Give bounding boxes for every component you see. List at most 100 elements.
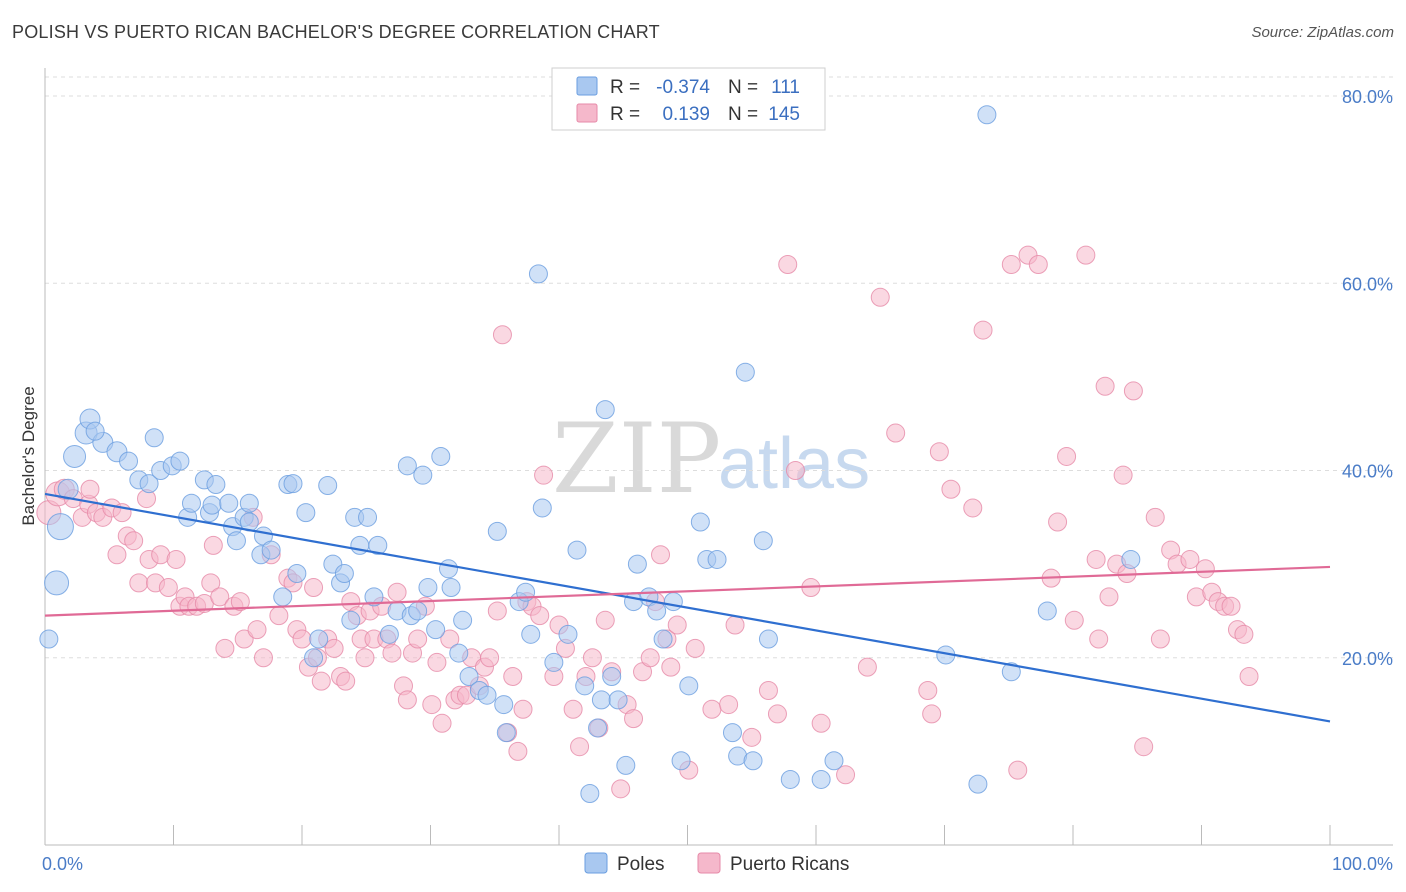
point-poles-59	[441, 578, 461, 598]
legend-n-value-puerto-ricans: 145	[768, 104, 800, 125]
point-puerto-ricans-150	[1180, 549, 1200, 569]
point-puerto-ricans-29	[215, 638, 235, 658]
point-puerto-ricans-131	[1028, 255, 1048, 275]
legend-r-label-puerto-ricans: R =	[610, 104, 640, 125]
point-puerto-ricans-129	[1008, 760, 1028, 780]
point-puerto-ricans-145	[1134, 737, 1154, 757]
point-puerto-ricans-53	[355, 648, 375, 668]
point-poles-61	[453, 610, 473, 630]
point-puerto-ricans-81	[513, 699, 533, 719]
series-puerto-ricans	[36, 245, 1259, 799]
legend: R = -0.374 N = 111 R = 0.139 N = 145	[551, 67, 826, 131]
bottom-legend-label-poles: Poles	[617, 854, 665, 875]
point-puerto-ricans-32	[234, 629, 254, 649]
point-puerto-ricans-108	[702, 699, 722, 719]
watermark-zip-text: ZIP	[552, 403, 721, 515]
point-puerto-ricans-159	[1239, 666, 1259, 686]
point-puerto-ricans-119	[857, 657, 877, 677]
point-poles-58	[438, 559, 458, 579]
point-puerto-ricans-137	[1086, 549, 1106, 569]
point-puerto-ricans-75	[480, 648, 500, 668]
point-poles-77	[580, 784, 600, 804]
point-poles-109	[1121, 549, 1141, 569]
chart-source: Source: ZipAtlas.com	[1251, 24, 1394, 41]
legend-r-label-poles: R =	[610, 77, 640, 98]
point-puerto-ricans-35	[253, 648, 273, 668]
point-puerto-ricans-27	[203, 535, 223, 555]
point-puerto-ricans-121	[886, 423, 906, 443]
point-puerto-ricans-66	[427, 652, 447, 672]
point-puerto-ricans-152	[1195, 559, 1215, 579]
point-puerto-ricans-77	[492, 325, 512, 345]
point-poles-71	[528, 264, 548, 284]
grid-lines	[45, 76, 1393, 659]
point-poles-75	[567, 540, 587, 560]
point-puerto-ricans-105	[667, 615, 687, 635]
point-puerto-ricans-100	[640, 648, 660, 668]
y-tick-label-2: 60.0%	[1342, 274, 1393, 294]
point-puerto-ricans-120	[870, 287, 890, 307]
point-poles-107	[1001, 662, 1021, 682]
point-poles-74	[558, 624, 578, 644]
point-poles-83	[616, 755, 636, 775]
point-poles-56	[426, 620, 446, 640]
legend-n-label-poles: N =	[728, 77, 758, 98]
point-poles-53	[408, 601, 428, 621]
x-tick-labels: 0.0% 100.0%	[42, 854, 1393, 874]
point-puerto-ricans-26	[201, 573, 221, 593]
point-poles-60	[449, 643, 469, 663]
point-poles-55	[418, 578, 438, 598]
point-puerto-ricans-111	[742, 727, 762, 747]
point-poles-54	[413, 465, 433, 485]
point-poles-8	[85, 421, 105, 441]
point-poles-102	[811, 769, 831, 789]
point-puerto-ricans-98	[624, 709, 644, 729]
point-poles-39	[318, 475, 338, 495]
point-puerto-ricans-49	[336, 671, 356, 691]
watermark: ZIP atlas	[552, 403, 870, 515]
point-poles-10	[119, 451, 139, 471]
point-puerto-ricans-89	[563, 699, 583, 719]
point-puerto-ricans-113	[767, 704, 787, 724]
legend-r-value-puerto-ricans: 0.139	[662, 104, 710, 125]
point-poles-73	[544, 652, 564, 672]
point-puerto-ricans-80	[508, 741, 528, 761]
series-poles	[39, 105, 1141, 804]
x-tick-label-1: 100.0%	[1332, 854, 1393, 874]
point-puerto-ricans-45	[311, 671, 331, 691]
point-poles-85	[627, 554, 647, 574]
point-poles-89	[663, 592, 683, 612]
point-puerto-ricans-96	[611, 779, 631, 799]
axes	[44, 68, 1393, 846]
point-puerto-ricans-67	[432, 713, 452, 733]
point-poles-95	[722, 723, 742, 743]
point-puerto-ricans-118	[836, 765, 856, 785]
point-poles-22	[206, 475, 226, 495]
point-puerto-ricans-134	[1057, 446, 1077, 466]
point-puerto-ricans-92	[582, 648, 602, 668]
point-poles-25	[226, 531, 246, 551]
trend-line-puerto-ricans	[44, 565, 1331, 617]
point-puerto-ricans-122	[918, 681, 938, 701]
point-puerto-ricans-94	[595, 610, 615, 630]
point-puerto-ricans-135	[1064, 610, 1084, 630]
point-poles-36	[296, 503, 316, 523]
point-puerto-ricans-68	[440, 629, 460, 649]
x-tick-label-0: 0.0%	[42, 854, 83, 874]
point-poles-80	[595, 400, 615, 420]
point-puerto-ricans-104	[661, 657, 681, 677]
point-puerto-ricans-85	[534, 465, 554, 485]
point-puerto-ricans-110	[725, 615, 745, 635]
point-poles-79	[591, 690, 611, 710]
point-poles-81	[602, 666, 622, 686]
point-poles-34	[283, 474, 303, 494]
point-poles-67	[496, 723, 516, 743]
point-poles-64	[477, 685, 497, 705]
point-poles-91	[679, 676, 699, 696]
point-poles-32	[273, 587, 293, 607]
y-tick-labels: 20.0% 40.0% 60.0% 80.0%	[1342, 87, 1393, 669]
point-puerto-ricans-76	[487, 601, 507, 621]
point-poles-70	[521, 624, 541, 644]
point-puerto-ricans-61	[397, 690, 417, 710]
point-puerto-ricans-144	[1123, 381, 1143, 401]
